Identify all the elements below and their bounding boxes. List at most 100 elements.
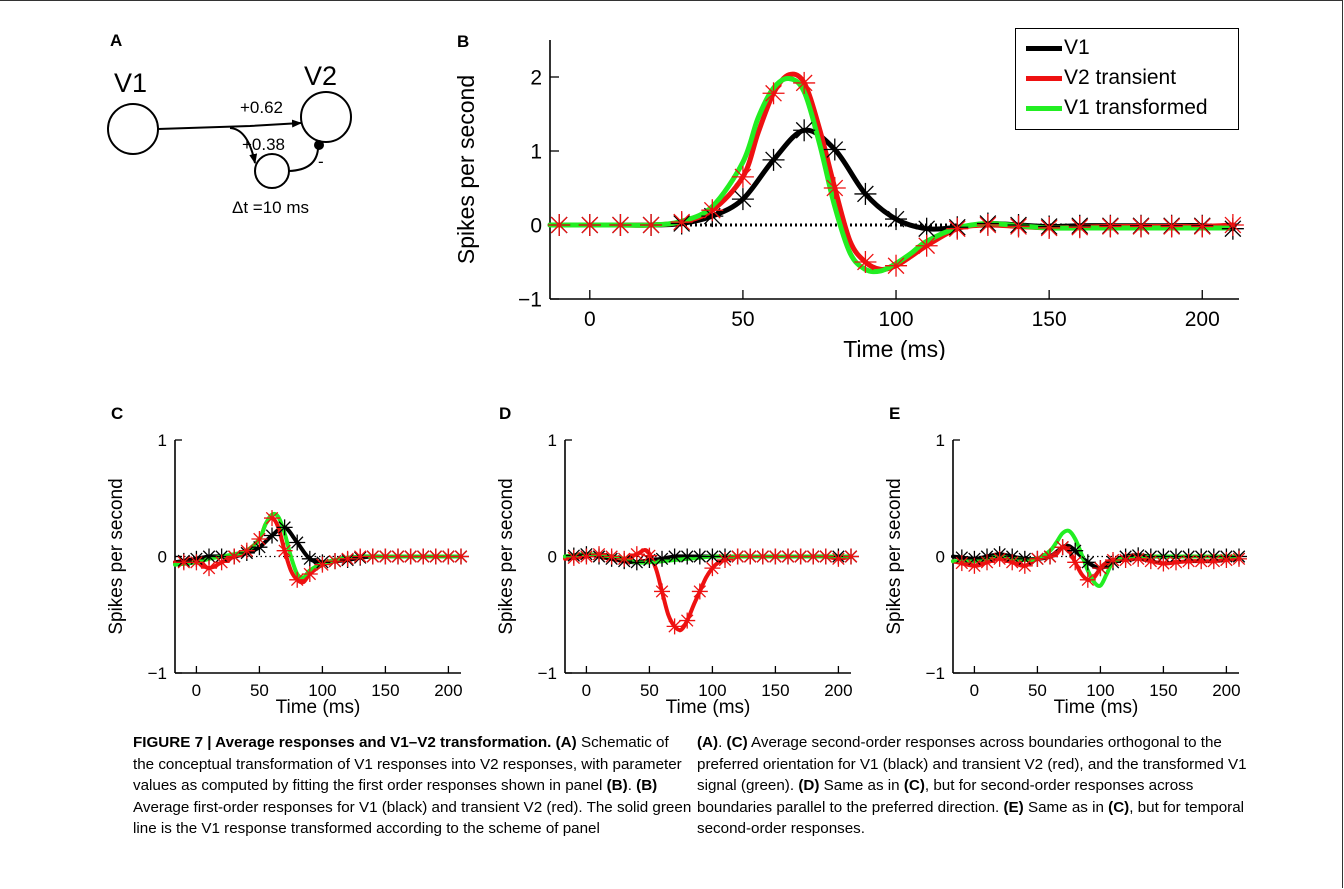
data-marker-v2	[717, 551, 734, 568]
data-marker-v2	[1130, 550, 1147, 567]
marker-stroke	[832, 552, 845, 566]
caption-c-ref: (C)	[903, 777, 925, 794]
marker-stroke	[1040, 219, 1058, 237]
marker-stroke	[1119, 553, 1132, 567]
x-tick-label: 0	[582, 681, 591, 700]
data-marker-v2	[830, 550, 847, 567]
marker-stroke	[303, 552, 317, 566]
x-tick-label: 200	[1185, 308, 1220, 331]
y-tick-label: 1	[158, 431, 167, 450]
marker-stroke	[680, 614, 694, 627]
data-marker-v2	[1142, 553, 1159, 570]
marker-stroke	[734, 168, 752, 186]
data-marker-v2	[1068, 216, 1091, 239]
data-marker-v2	[1155, 555, 1172, 572]
marker-stroke	[379, 550, 392, 563]
marker-stroke	[227, 550, 241, 563]
marker-stroke	[655, 585, 669, 598]
v1-node	[107, 103, 159, 155]
marker-stroke	[404, 550, 417, 563]
marker-stroke	[668, 550, 681, 563]
data-marker-v1	[823, 138, 846, 161]
marker-stroke	[1081, 573, 1095, 587]
data-marker-v1	[654, 550, 671, 567]
marker-stroke	[1071, 218, 1089, 236]
marker-stroke	[979, 216, 997, 234]
marker-stroke	[1224, 216, 1242, 234]
data-marker-v2	[704, 560, 721, 577]
marker-stroke	[795, 121, 813, 139]
marker-stroke	[918, 220, 936, 238]
caption-d-text2: , but for second-order responses across …	[697, 777, 1194, 816]
data-marker-v2	[843, 548, 859, 565]
marker-stroke	[968, 559, 981, 573]
caption-c-tag: (C)	[726, 734, 748, 751]
x-axis-label: Time (ms)	[1054, 697, 1139, 718]
marker-stroke	[980, 556, 994, 569]
y-axis-label: Spikes per second	[106, 478, 127, 634]
caption-column-right: (A). (C) Average second-order responses …	[697, 732, 1257, 840]
marker-stroke	[1194, 554, 1208, 568]
legend-label: V2 transient	[1064, 66, 1177, 89]
marker-stroke	[765, 84, 782, 102]
caption-c-text: Average second-order responses across bo…	[697, 734, 1247, 794]
marker-stroke	[1144, 554, 1158, 568]
marker-stroke	[1005, 556, 1019, 569]
legend-item: V2 transient	[1026, 65, 1176, 91]
figure-caption: FIGURE 7 | Average responses and V1–V2 t…	[0, 732, 1344, 882]
marker-stroke	[202, 561, 216, 575]
data-marker-v2	[301, 565, 318, 582]
caption-b-text: Average first-order responses for V1 (bl…	[133, 798, 692, 838]
marker-stroke	[1031, 552, 1044, 566]
y-tick-label: −1	[926, 664, 945, 683]
marker-stroke	[290, 573, 304, 587]
data-marker-v1	[885, 208, 908, 231]
data-marker-v2	[915, 234, 938, 257]
marker-stroke	[918, 237, 936, 255]
data-marker-v2	[1180, 553, 1197, 570]
x-tick-label: 200	[824, 681, 852, 700]
y-tick-label: 1	[936, 431, 945, 450]
caption-sep: .	[718, 734, 727, 751]
data-marker-v2	[670, 211, 693, 234]
data-marker-v2	[578, 548, 595, 565]
data-marker-v2	[213, 554, 230, 571]
marker-stroke	[630, 547, 644, 561]
marker-stroke	[353, 550, 367, 563]
marker-stroke	[316, 558, 329, 571]
y-axis-label: Spikes per second	[884, 478, 905, 634]
marker-stroke	[1193, 218, 1211, 235]
data-marker-v2	[1160, 215, 1183, 238]
marker-stroke	[265, 529, 279, 542]
x-tick-label: 0	[970, 681, 979, 700]
marker-stroke	[550, 216, 568, 234]
data-marker-v2	[1038, 216, 1061, 239]
marker-stroke	[1207, 554, 1221, 568]
marker-stroke	[592, 547, 606, 561]
data-marker-v2	[1004, 554, 1021, 571]
data-marker-v2	[628, 546, 645, 563]
legend-swatch	[1026, 105, 1062, 111]
marker-stroke	[857, 253, 874, 271]
x-tick-label: 200	[434, 681, 462, 700]
chart-panel-e: 0 50 100 150 200 −1 0 1 Time (ms) Spikes per seco…	[884, 431, 1247, 718]
data-marker-v1	[762, 148, 785, 171]
panel-a-schematic: A V1 V2 +0.62 +0.38 - Δt =10 ms	[107, 31, 352, 217]
data-marker-v1	[276, 519, 293, 536]
data-marker-v2	[364, 548, 381, 565]
data-marker-v1	[793, 119, 816, 142]
marker-stroke	[1106, 553, 1120, 567]
data-marker-v2	[591, 546, 608, 563]
marker-stroke	[1220, 553, 1233, 567]
legend-box: V1 V2 transient V1 transformed	[1015, 28, 1239, 130]
panel-e-letter: E	[889, 404, 901, 423]
marker-stroke	[1131, 552, 1145, 566]
marker-stroke	[278, 544, 291, 557]
x-tick-label: 0	[192, 681, 201, 700]
marker-stroke	[1182, 554, 1195, 568]
data-marker-v1	[264, 527, 281, 544]
marker-stroke	[1132, 218, 1150, 235]
data-marker-v1	[289, 534, 306, 551]
delay-label: Δt =10 ms	[232, 198, 309, 217]
